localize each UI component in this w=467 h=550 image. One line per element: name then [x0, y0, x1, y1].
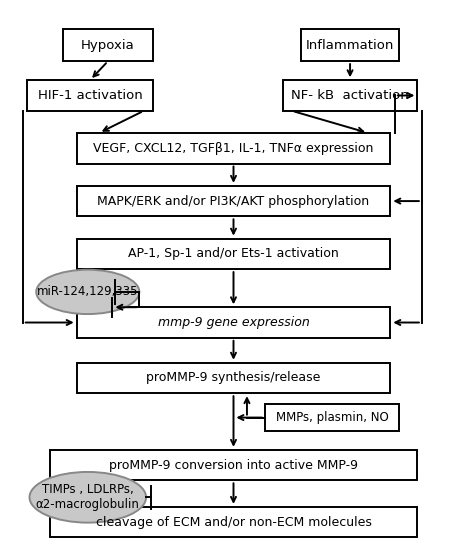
- Text: proMMP-9 conversion into active MMP-9: proMMP-9 conversion into active MMP-9: [109, 459, 358, 471]
- Ellipse shape: [29, 472, 146, 522]
- Text: Inflammation: Inflammation: [306, 39, 394, 52]
- Text: miR-124,129,335: miR-124,129,335: [37, 285, 139, 299]
- Ellipse shape: [36, 270, 139, 314]
- FancyBboxPatch shape: [27, 80, 153, 111]
- Text: MMPs, plasmin, NO: MMPs, plasmin, NO: [276, 411, 389, 424]
- Text: MAPK/ERK and/or PI3K/AKT phosphorylation: MAPK/ERK and/or PI3K/AKT phosphorylation: [98, 195, 369, 207]
- FancyBboxPatch shape: [77, 362, 390, 393]
- FancyBboxPatch shape: [77, 307, 390, 338]
- Text: AP-1, Sp-1 and/or Ets-1 activation: AP-1, Sp-1 and/or Ets-1 activation: [128, 248, 339, 260]
- FancyBboxPatch shape: [63, 30, 153, 61]
- FancyBboxPatch shape: [283, 80, 417, 111]
- Text: mmp-9 gene expression: mmp-9 gene expression: [158, 316, 309, 329]
- FancyBboxPatch shape: [50, 450, 417, 480]
- FancyBboxPatch shape: [301, 30, 399, 61]
- Text: Hypoxia: Hypoxia: [81, 39, 135, 52]
- FancyBboxPatch shape: [50, 507, 417, 537]
- FancyBboxPatch shape: [77, 186, 390, 216]
- Text: proMMP-9 synthesis/release: proMMP-9 synthesis/release: [146, 371, 321, 384]
- FancyBboxPatch shape: [265, 404, 399, 431]
- FancyBboxPatch shape: [77, 239, 390, 269]
- Text: HIF-1 activation: HIF-1 activation: [38, 89, 142, 102]
- FancyBboxPatch shape: [77, 133, 390, 163]
- Text: VEGF, CXCL12, TGFβ1, IL-1, TNFα expression: VEGF, CXCL12, TGFβ1, IL-1, TNFα expressi…: [93, 142, 374, 155]
- Text: cleavage of ECM and/or non-ECM molecules: cleavage of ECM and/or non-ECM molecules: [96, 515, 371, 529]
- Text: NF- kB  activation: NF- kB activation: [291, 89, 409, 102]
- Text: TIMPs , LDLRPs,
α2-macroglobulin: TIMPs , LDLRPs, α2-macroglobulin: [36, 483, 140, 512]
